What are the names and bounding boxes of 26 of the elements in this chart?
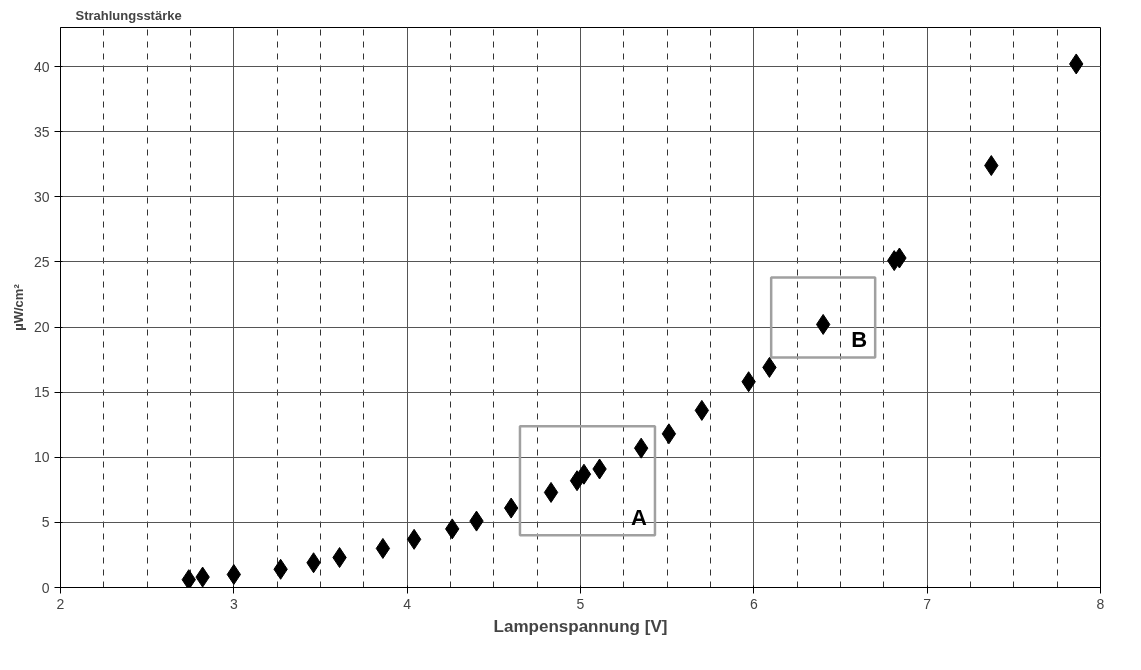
x-axis-title: Lampenspannung [V] bbox=[493, 616, 668, 636]
x-tick-label: 5 bbox=[576, 595, 585, 612]
x-tick-label: 7 bbox=[923, 595, 932, 612]
y-tick-label: 40 bbox=[33, 58, 50, 75]
point bbox=[375, 537, 391, 559]
y-tick-label: 35 bbox=[33, 123, 50, 140]
point bbox=[576, 463, 592, 485]
x-tick-label: 6 bbox=[749, 595, 758, 612]
x-tick-label: 4 bbox=[403, 595, 412, 612]
x-tick-label: 3 bbox=[229, 595, 238, 612]
annotation: B bbox=[851, 327, 868, 353]
y-tick-label: 25 bbox=[33, 253, 50, 270]
y-tick-label: 0 bbox=[41, 579, 50, 596]
point bbox=[406, 528, 422, 550]
y-tick-label: 20 bbox=[33, 319, 50, 336]
chart-title: Strahlungsstärke bbox=[75, 7, 182, 23]
y-tick-label: 10 bbox=[33, 449, 50, 466]
point bbox=[181, 569, 196, 588]
y-axis-title: µW/cm² bbox=[10, 283, 26, 331]
x-tick-label: 8 bbox=[1096, 595, 1105, 612]
y-tick-label: 30 bbox=[33, 188, 50, 205]
y-tick-label: 5 bbox=[41, 514, 50, 531]
x-tick-label: 2 bbox=[56, 595, 65, 612]
y-tick-label: 15 bbox=[33, 384, 50, 401]
point bbox=[661, 423, 677, 445]
point bbox=[543, 481, 559, 503]
